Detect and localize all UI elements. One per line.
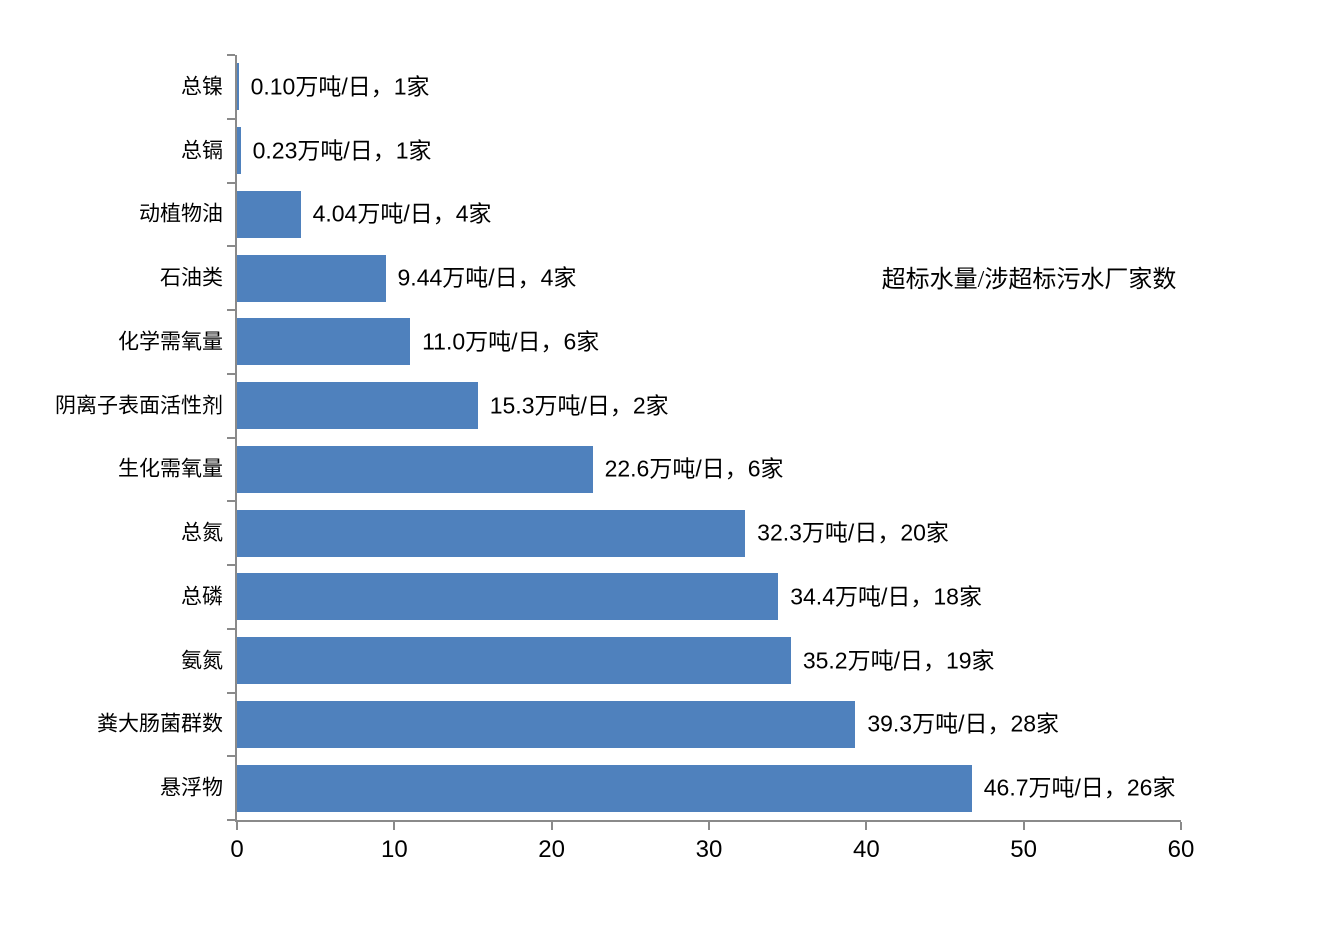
data-label: 9.44万吨/日，4家 bbox=[397, 264, 577, 291]
y-axis-tick bbox=[227, 755, 235, 758]
data-label: 35.2万吨/日，19家 bbox=[802, 647, 995, 674]
x-axis-tick bbox=[393, 822, 396, 830]
x-tick-label: 60 bbox=[1167, 836, 1195, 863]
category-label: 化学需氧量 bbox=[118, 329, 223, 354]
category-label: 总磷 bbox=[181, 584, 223, 609]
x-tick-label: 50 bbox=[1010, 836, 1038, 863]
y-axis-tick bbox=[227, 500, 235, 503]
bar bbox=[237, 509, 746, 557]
y-axis-tick bbox=[227, 181, 235, 184]
category-label: 氨氮 bbox=[181, 648, 223, 673]
data-label: 46.7万吨/日，26家 bbox=[983, 774, 1176, 801]
data-label: 39.3万吨/日，28家 bbox=[867, 710, 1060, 737]
data-label: 4.04万吨/日，4家 bbox=[312, 200, 492, 227]
bar bbox=[237, 700, 856, 748]
category-label: 悬浮物 bbox=[160, 775, 223, 800]
bar bbox=[237, 63, 239, 111]
y-axis-tick bbox=[227, 309, 235, 311]
data-label: 32.3万吨/日，20家 bbox=[757, 519, 949, 546]
category-label: 总氮 bbox=[181, 520, 223, 545]
bar bbox=[237, 254, 386, 302]
bar bbox=[237, 764, 972, 812]
data-label: 11.0万吨/日，6家 bbox=[422, 328, 600, 355]
x-tick-label: 40 bbox=[852, 836, 880, 863]
x-axis bbox=[235, 820, 1181, 822]
y-axis-tick bbox=[227, 54, 235, 56]
data-label: 15.3万吨/日，2家 bbox=[489, 392, 669, 419]
bar bbox=[237, 573, 779, 621]
y-axis-tick bbox=[227, 245, 235, 248]
category-label: 动植物油 bbox=[139, 201, 223, 226]
chart-title: 超标水量/涉超标污水厂家数 bbox=[881, 267, 1177, 293]
y-axis-tick bbox=[227, 564, 235, 566]
data-label: 0.23万吨/日，1家 bbox=[252, 137, 432, 164]
data-label: 0.10万吨/日，1家 bbox=[250, 73, 430, 100]
bar bbox=[237, 318, 411, 366]
category-label: 总镉 bbox=[181, 138, 223, 163]
x-tick-label: 30 bbox=[695, 836, 723, 863]
category-label: 阴离子表面活性剂 bbox=[55, 393, 223, 418]
y-axis-tick bbox=[227, 117, 235, 120]
category-label: 生化需氧量 bbox=[118, 456, 223, 481]
category-label: 粪大肠菌群数 bbox=[97, 711, 223, 736]
y-axis-tick bbox=[227, 627, 235, 630]
category-label: 石油类 bbox=[160, 265, 223, 290]
x-axis-tick bbox=[236, 822, 238, 830]
x-tick-label: 10 bbox=[380, 836, 408, 863]
bar bbox=[237, 127, 241, 175]
x-axis-tick bbox=[550, 822, 553, 830]
y-axis bbox=[235, 55, 237, 820]
bar bbox=[237, 637, 791, 685]
y-axis-tick bbox=[227, 691, 235, 694]
data-label: 34.4万吨/日，18家 bbox=[790, 583, 982, 610]
y-axis-tick bbox=[227, 819, 235, 821]
y-axis-tick bbox=[227, 372, 235, 375]
bar bbox=[237, 190, 301, 238]
x-tick-label: 20 bbox=[538, 836, 566, 863]
category-label: 总镍 bbox=[181, 74, 223, 99]
x-axis-tick bbox=[1180, 822, 1182, 830]
x-axis-tick bbox=[708, 822, 710, 830]
x-tick-label: 0 bbox=[230, 836, 244, 863]
x-axis-tick bbox=[865, 822, 868, 830]
y-axis-tick bbox=[227, 436, 235, 439]
bar bbox=[237, 445, 593, 493]
x-axis-tick bbox=[1022, 822, 1025, 830]
bar bbox=[237, 382, 478, 430]
data-label: 22.6万吨/日，6家 bbox=[604, 455, 784, 482]
